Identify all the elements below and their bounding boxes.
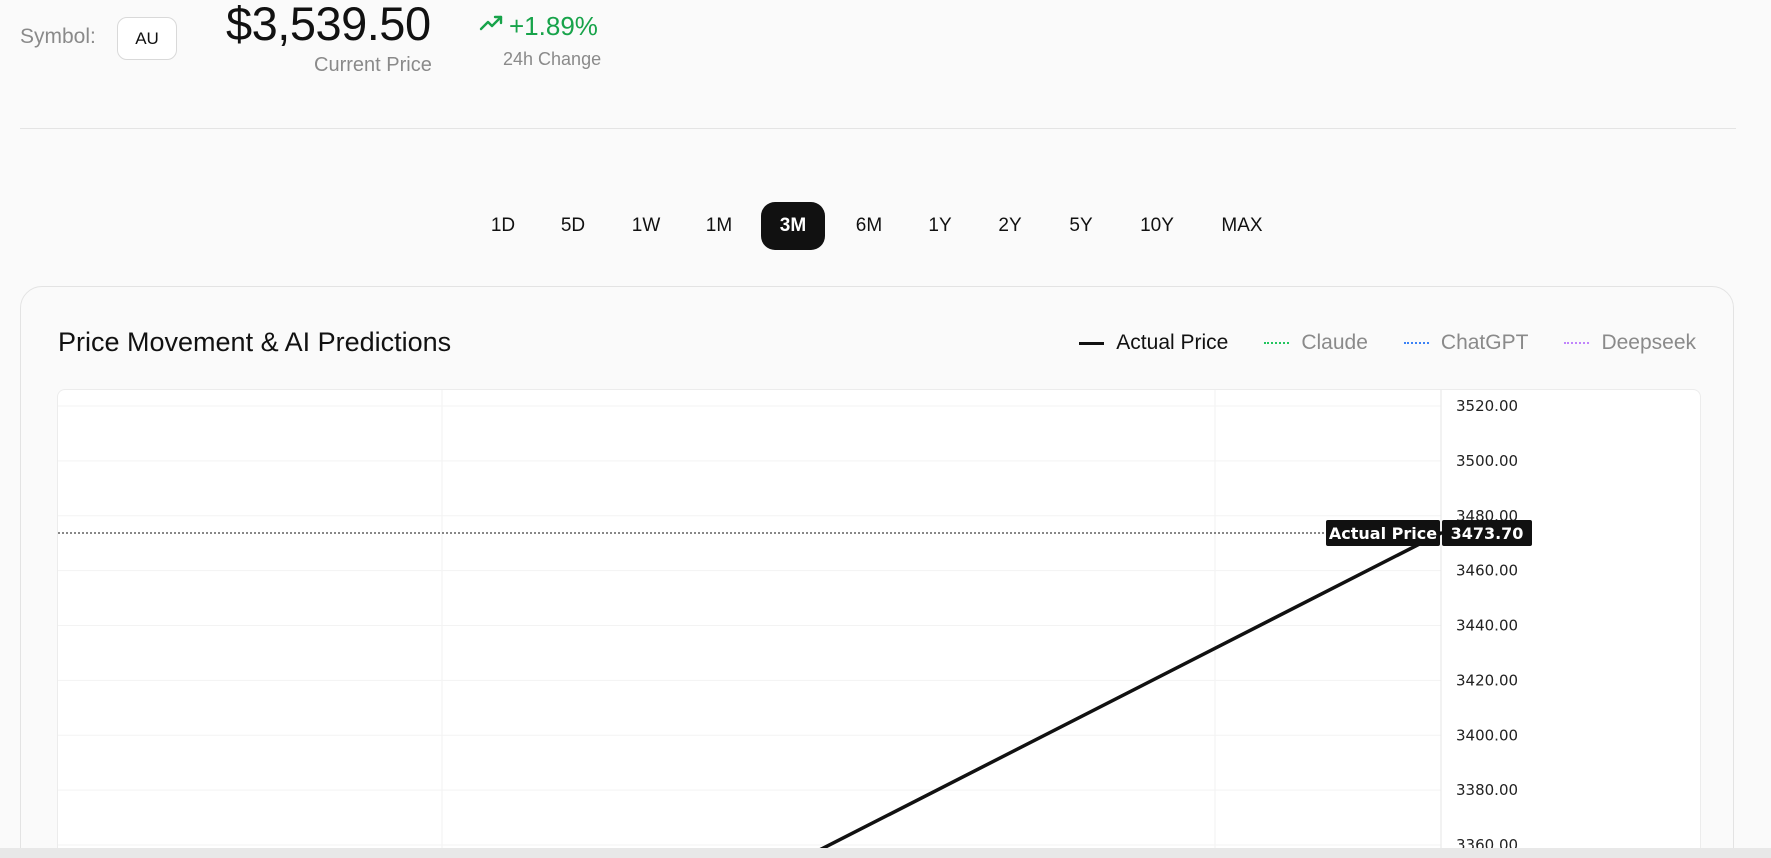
range-tabs: 1D 5D 1W 1M 3M 6M 1Y 2Y 5Y 10Y MAX [0, 202, 1771, 250]
legend-label-chatgpt: ChatGPT [1440, 331, 1529, 354]
legend-item-deepseek[interactable]: Deepseek [1564, 331, 1696, 355]
tab-5y[interactable]: 5Y [1069, 215, 1093, 236]
y-tick-label: 3520.00 [1456, 397, 1518, 415]
y-tick-label: 3460.00 [1456, 562, 1518, 580]
y-tick-label: 3440.00 [1456, 617, 1518, 635]
legend-swatch-deepseek [1564, 342, 1590, 344]
legend-swatch-actual-price [1079, 341, 1105, 345]
y-tick-label: 3420.00 [1456, 671, 1518, 689]
price-marker-value: 3473.70 [1451, 524, 1524, 543]
change-indicator: +1.89% [479, 11, 598, 42]
price-marker-value-bg [1442, 520, 1532, 547]
current-price-caption: Current Price [314, 54, 432, 76]
price-chart[interactable]: 3520.00 3500.00 3480.00 3460.00 3440.00 3420.… [57, 389, 1701, 858]
tab-10y[interactable]: 10Y [1140, 215, 1174, 236]
y-tick-label: 3500.00 [1456, 452, 1518, 470]
legend-swatch-claude [1264, 342, 1290, 344]
y-tick-label: 3380.00 [1456, 781, 1518, 799]
series-line-actual-price [816, 531, 1443, 853]
tab-1m[interactable]: 1M [705, 215, 733, 236]
chart-legend: Actual Price Claude ChatGPT Deepseek [1079, 331, 1696, 355]
tab-1d[interactable]: 1D [490, 215, 516, 236]
tab-1y[interactable]: 1Y [928, 215, 952, 236]
legend-swatch-chatgpt [1403, 342, 1429, 344]
tab-3m[interactable]: 3M [761, 202, 825, 250]
chart-card: Price Movement & AI Predictions Actual P… [20, 286, 1734, 858]
price-marker-label: Actual Price [1329, 524, 1437, 543]
price-chart-svg: 3520.003500.003480.003460.003440.003420.… [58, 390, 1532, 858]
legend-item-claude[interactable]: Claude [1264, 331, 1368, 355]
change-caption: 24h Change [503, 49, 602, 69]
tab-6m[interactable]: 6M [855, 215, 883, 236]
header-divider [20, 128, 1736, 129]
legend-item-chatgpt[interactable]: ChatGPT [1403, 331, 1529, 355]
legend-label-actual-price: Actual Price [1116, 331, 1229, 354]
legend-label-deepseek: Deepseek [1601, 331, 1696, 354]
bottom-scrollbar[interactable] [0, 848, 1771, 858]
current-price: $3,539.50 [226, 0, 431, 50]
y-tick-label: 3400.00 [1456, 726, 1518, 744]
legend-item-actual-price[interactable]: Actual Price [1079, 331, 1228, 355]
symbol-selector[interactable]: AU [117, 17, 177, 60]
chart-title: Price Movement & AI Predictions [58, 327, 452, 357]
tab-max[interactable]: MAX [1221, 215, 1263, 236]
tab-2y[interactable]: 2Y [998, 215, 1022, 236]
legend-label-claude: Claude [1301, 331, 1368, 354]
tab-1w[interactable]: 1W [631, 215, 661, 236]
symbol-label: Symbol: [20, 25, 96, 48]
trending-up-icon [479, 11, 503, 42]
tab-5d[interactable]: 5D [560, 215, 586, 236]
change-value: +1.89% [509, 11, 598, 41]
price-marker-label-bg [1326, 520, 1440, 547]
